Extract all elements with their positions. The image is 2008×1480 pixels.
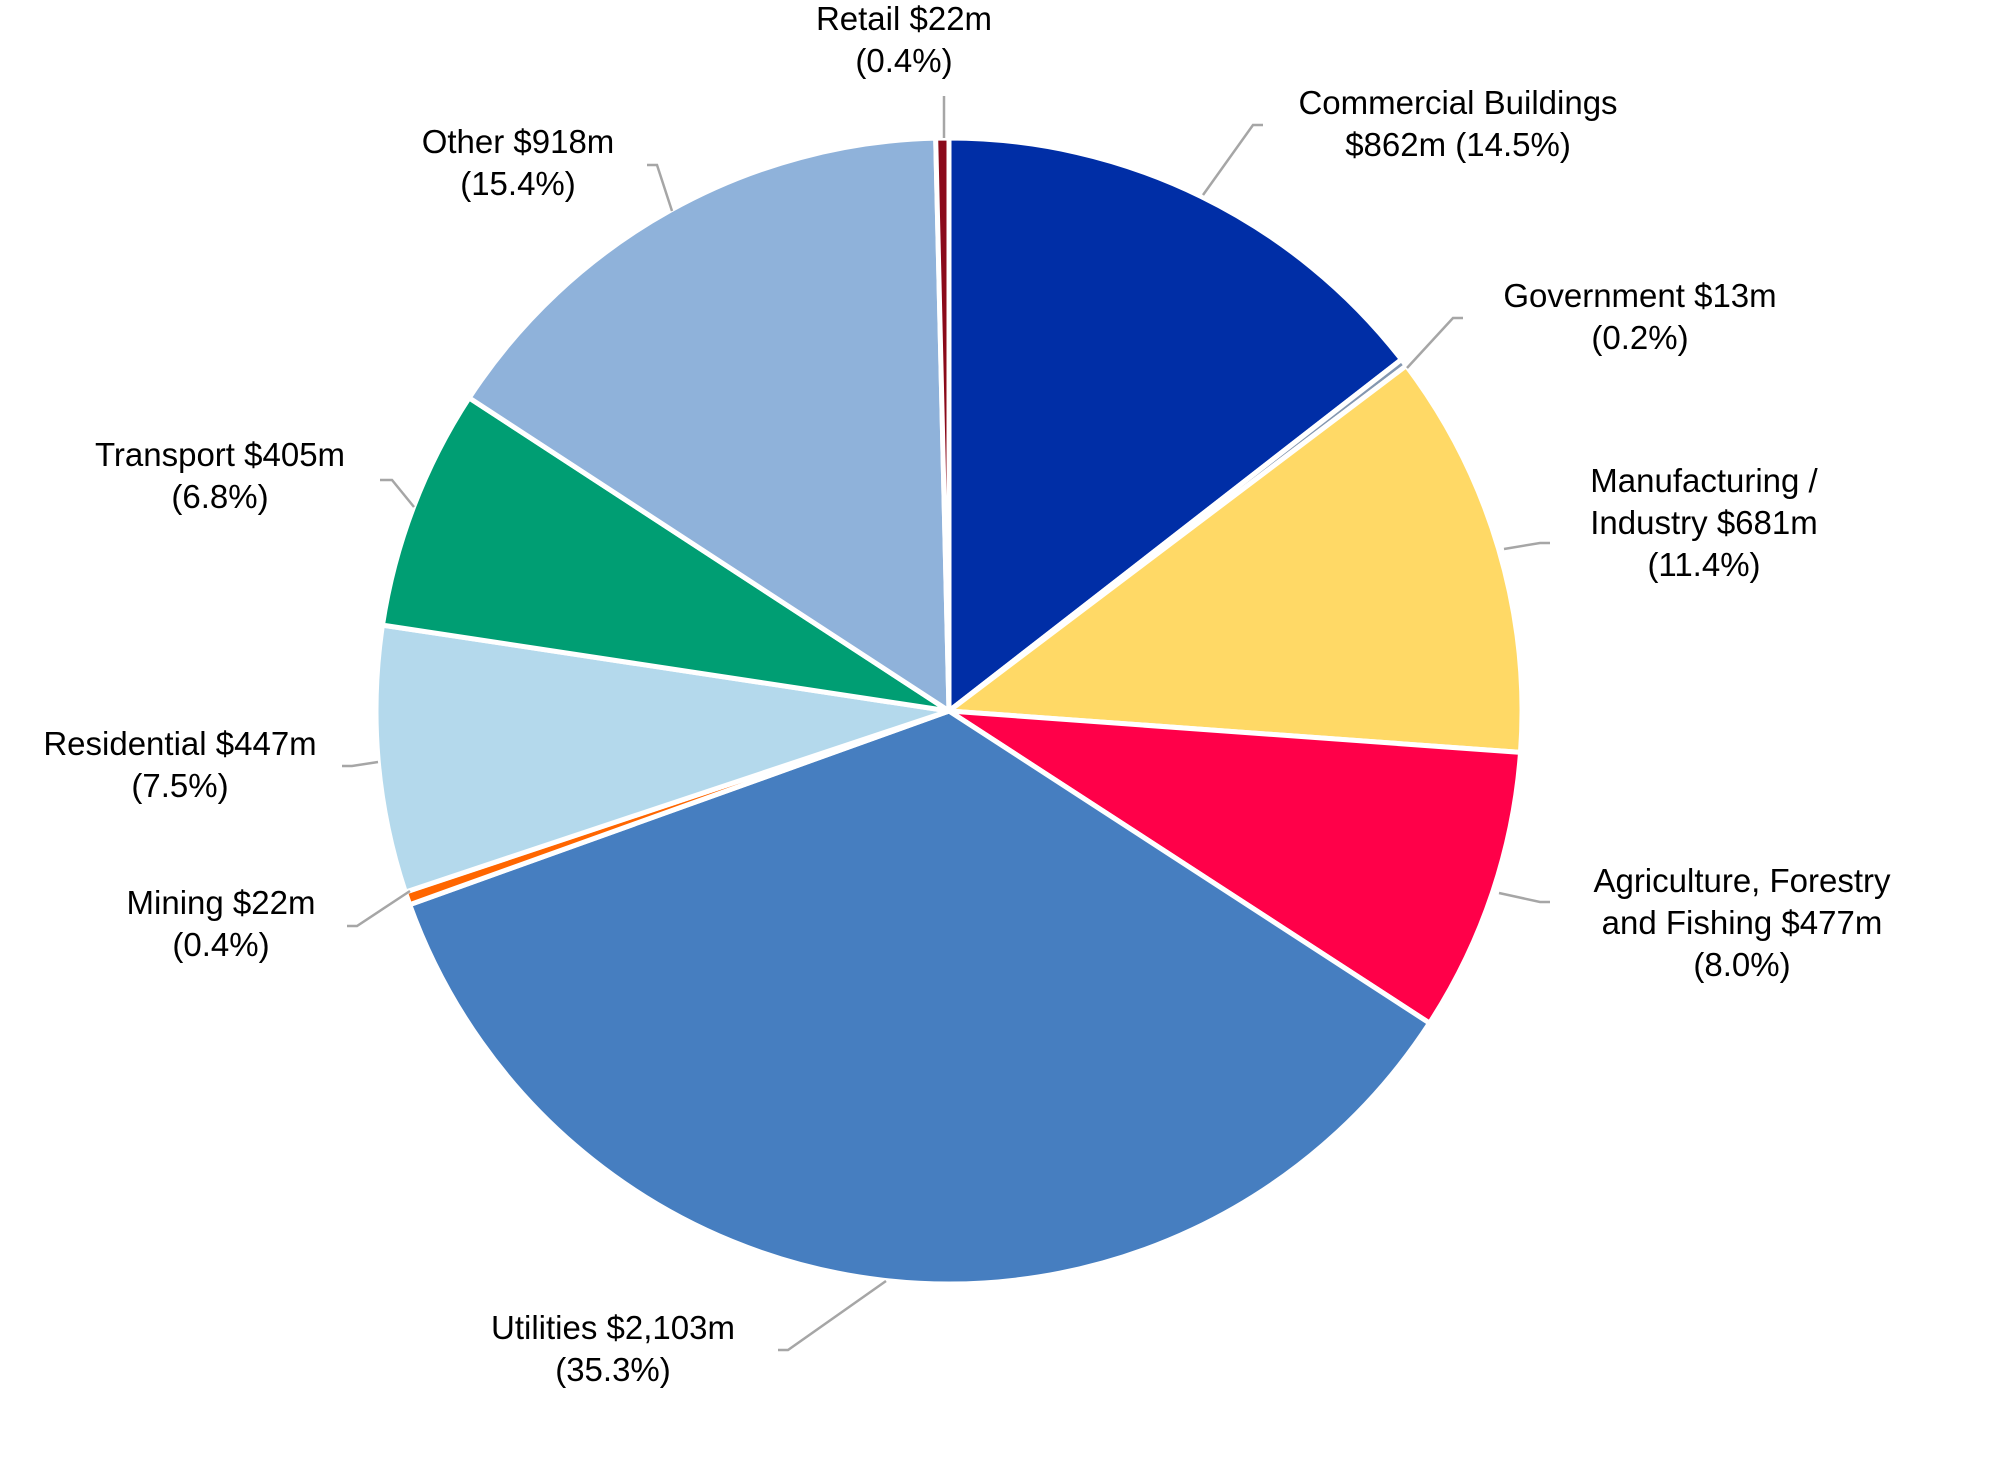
data-label-commercial-buildings: Commercial Buildings $862m (14.5%) (1298, 84, 1617, 163)
pie-slice-other (466, 135, 952, 714)
data-label-retail: Retail $22m (0.4%) (816, 0, 992, 79)
leader-line-manufacturing-industry (1503, 541, 1550, 551)
labels-layer: Commercial Buildings $862m (14.5%) Governm… (43, 0, 1891, 1388)
data-label-line: Manufacturing / (1590, 462, 1818, 499)
data-label-line: (0.4%) (855, 42, 952, 79)
data-label-line: (0.2%) (1591, 319, 1688, 356)
data-label-mining: Mining $22m (0.4%) (127, 884, 316, 963)
data-label-line: Industry $681m (1590, 504, 1817, 541)
data-label-line: Transport $405m (95, 436, 345, 473)
data-label-line: Other $918m (422, 123, 615, 160)
data-label-line: Residential $447m (43, 725, 316, 762)
leader-line-residential (342, 760, 379, 768)
data-label-transport: Transport $405m (6.8%) (95, 436, 345, 515)
leader-line-utilities (778, 1279, 887, 1352)
data-label-utilities: Utilities $2,103m (35.3%) (491, 1309, 735, 1388)
leader-line-agriculture-forestry-and-fishing (1498, 891, 1550, 904)
data-label-line: Mining $22m (127, 884, 316, 921)
data-label-line: Agriculture, Forestry (1593, 862, 1891, 899)
data-label-line: (6.8%) (171, 478, 268, 515)
leader-line-commercial-buildings (1201, 123, 1263, 196)
data-label-line: Commercial Buildings (1298, 84, 1617, 121)
data-label-line: Utilities $2,103m (491, 1309, 735, 1346)
data-label-line: (7.5%) (131, 767, 228, 804)
data-label-line: Government $13m (1503, 277, 1776, 314)
data-label-line: (15.4%) (460, 165, 576, 202)
pie-slice-agriculture-forestry-and-fishing (946, 708, 1523, 1026)
data-label-agriculture-forestry-and-fishing: Agriculture, Forestry and Fishing $477m (8… (1593, 862, 1891, 983)
leader-line-government (1406, 316, 1463, 369)
data-label-residential: Residential $447m (7.5%) (43, 725, 316, 804)
data-label-line: (11.4%) (1647, 546, 1760, 583)
data-label-line: Retail $22m (816, 0, 992, 37)
leader-line-mining (347, 889, 411, 928)
data-label-line: $862m (14.5%) (1345, 126, 1571, 163)
pie-slice-utilities (407, 708, 1433, 1287)
data-label-other: Other $918m (15.4%) (422, 123, 615, 202)
leader-line-transport (380, 478, 415, 508)
pie-slice-commercial-buildings (946, 135, 1404, 714)
data-label-line: (35.3%) (555, 1351, 671, 1388)
pie-slice-manufacturing-industry (946, 363, 1525, 755)
slices-layer (373, 135, 1525, 1287)
data-label-line: (8.0%) (1693, 946, 1790, 983)
data-label-manufacturing-industry: Manufacturing / Industry $681m (11.4%) (1590, 462, 1818, 583)
data-label-government: Government $13m (0.2%) (1503, 277, 1776, 356)
leader-lines-layer (342, 96, 1550, 1352)
leader-line-other (647, 163, 674, 212)
pie-slice-retail (933, 135, 952, 714)
data-label-line: and Fishing $477m (1602, 904, 1883, 941)
data-label-line: (0.4%) (172, 926, 269, 963)
pie-slice-residential (373, 622, 952, 895)
